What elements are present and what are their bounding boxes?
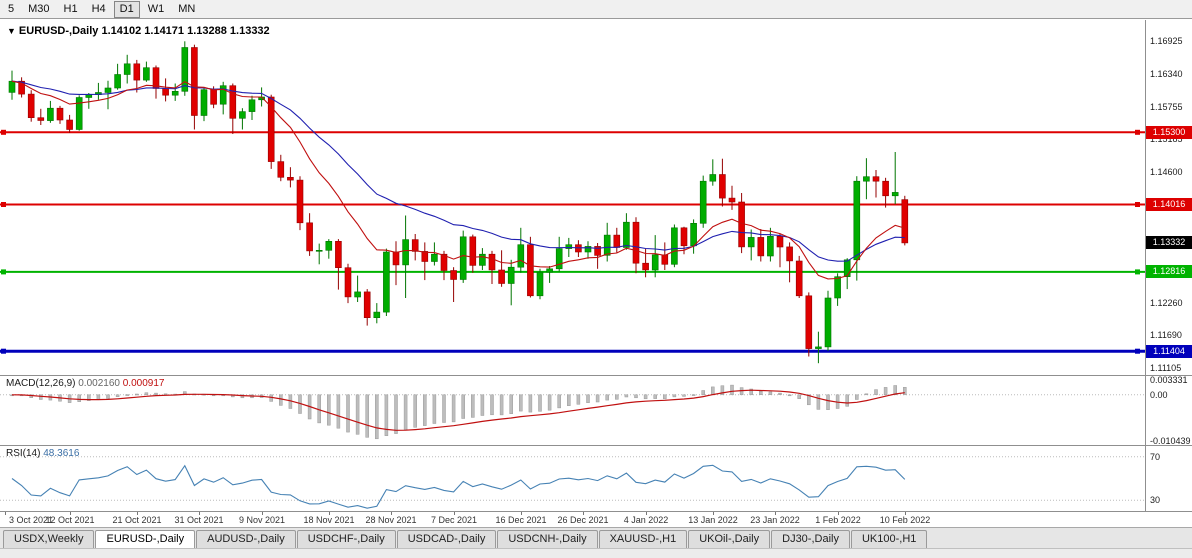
macd-indicator-label: MACD(12,26,9) 0.002160 0.000917 xyxy=(6,378,164,389)
chart-tab-uk100-h1[interactable]: UK100-,H1 xyxy=(850,530,928,548)
date-tick xyxy=(905,512,906,515)
date-tick xyxy=(70,512,71,515)
chart-title: ▼ EURUSD-,Daily 1.14102 1.14171 1.13288 1… xyxy=(7,25,270,37)
chart-tab-dj30-daily[interactable]: DJ30-,Daily xyxy=(771,530,850,548)
macd-axis-label: 0.003331 xyxy=(1150,375,1188,385)
price-axis-label: 1.16925 xyxy=(1150,36,1183,47)
timeframe-button-m30[interactable]: M30 xyxy=(28,2,50,15)
date-label: 3 Oct 2021 xyxy=(8,515,54,525)
macd-plot[interactable] xyxy=(0,376,1145,445)
chart-ohlc-values: 1.14102 1.14171 1.13288 1.13332 xyxy=(101,25,270,37)
date-tick xyxy=(646,512,647,515)
chart-tab-ukoil-daily[interactable]: UKOil-,Daily xyxy=(688,530,771,548)
price-axis-label: 1.14600 xyxy=(1150,166,1183,177)
date-tick xyxy=(199,512,200,515)
macd-signal-value: 0.000917 xyxy=(122,378,165,389)
date-label: 28 Nov 2021 xyxy=(365,515,417,525)
rsi-axis-label: 30 xyxy=(1150,495,1161,506)
timeframe-button-h4[interactable]: H4 xyxy=(91,2,106,15)
macd-axis-label: -0.010439 xyxy=(1150,436,1191,446)
chart-tab-eurusd-daily[interactable]: EURUSD-,Daily xyxy=(95,530,196,548)
chart-marker-icon: ▼ xyxy=(7,26,16,36)
date-label: 7 Dec 2021 xyxy=(430,515,478,525)
chart-tab-usdcad-daily[interactable]: USDCAD-,Daily xyxy=(396,530,497,548)
date-tick xyxy=(329,512,330,515)
price-line-label: 1.14016 xyxy=(1146,197,1192,211)
chart-tab-usdchf-daily[interactable]: USDCHF-,Daily xyxy=(296,530,396,548)
date-label: 4 Jan 2022 xyxy=(623,515,669,525)
date-label: 31 Oct 2021 xyxy=(174,515,224,525)
date-label: 1 Feb 2022 xyxy=(815,515,861,525)
price-line-label: 1.13332 xyxy=(1146,236,1192,250)
timeframe-button-h1[interactable]: H1 xyxy=(63,2,78,15)
price-axis-label: 1.12260 xyxy=(1150,298,1183,309)
timeframe-toolbar: 5 M30 H1 H4 D1 W1 MN xyxy=(0,0,1192,19)
macd-name: MACD(12,26,9) xyxy=(6,378,76,389)
date-label: 26 Dec 2021 xyxy=(557,515,609,525)
price-axis-border xyxy=(1145,20,1146,511)
price-axis-label: 1.16340 xyxy=(1150,68,1183,79)
date-tick xyxy=(391,512,392,515)
timeframe-button-mn[interactable]: MN xyxy=(178,2,196,15)
date-label: 13 Jan 2022 xyxy=(688,515,738,525)
timeframe-button-d1[interactable]: D1 xyxy=(113,0,140,18)
rsi-axis-label: 70 xyxy=(1150,451,1161,462)
price-line-label: 1.15300 xyxy=(1146,125,1192,139)
date-label: 10 Feb 2022 xyxy=(879,515,931,525)
chart-tab-usdcnh-daily[interactable]: USDCNH-,Daily xyxy=(497,530,598,548)
date-label: 16 Dec 2021 xyxy=(495,515,547,525)
chart-symbol-label: EURUSD-,Daily xyxy=(18,25,99,37)
date-label: 21 Oct 2021 xyxy=(112,515,162,525)
price-line-label: 1.12816 xyxy=(1146,265,1192,279)
panel-separator[interactable] xyxy=(0,445,1192,446)
date-tick xyxy=(5,512,6,515)
date-tick xyxy=(521,512,522,515)
date-tick xyxy=(838,512,839,515)
date-tick xyxy=(775,512,776,515)
date-label: 23 Jan 2022 xyxy=(750,515,800,525)
rsi-value: 48.3616 xyxy=(43,448,80,459)
price-axis-label: 1.11690 xyxy=(1150,330,1182,341)
date-label: 12 Oct 2021 xyxy=(45,515,95,525)
price-line-label: 1.11404 xyxy=(1146,344,1192,358)
price-axis-label: 1.11105 xyxy=(1150,362,1182,373)
chart-tab-usdx-weekly[interactable]: USDX,Weekly xyxy=(3,530,95,548)
macd-value: 0.002160 xyxy=(78,378,120,389)
date-label: 18 Nov 2021 xyxy=(303,515,355,525)
chart-tab-xauusd-h1[interactable]: XAUUSD-,H1 xyxy=(598,530,688,548)
window-bottom-strip xyxy=(0,548,1192,558)
timeframe-button-5[interactable]: 5 xyxy=(8,2,15,15)
date-tick xyxy=(137,512,138,515)
panel-separator[interactable] xyxy=(0,375,1192,376)
rsi-indicator-label: RSI(14) 48.3616 xyxy=(6,448,79,459)
rsi-name: RSI(14) xyxy=(6,448,41,459)
rsi-plot[interactable] xyxy=(0,446,1145,511)
timeframe-button-w1[interactable]: W1 xyxy=(147,2,165,15)
date-tick xyxy=(713,512,714,515)
date-label: 9 Nov 2021 xyxy=(238,515,286,525)
price-chart-plot[interactable] xyxy=(0,20,1145,375)
macd-axis-label: 0.00 xyxy=(1150,389,1168,400)
chart-tab-audusd-daily[interactable]: AUDUSD-,Daily xyxy=(196,530,296,548)
date-tick xyxy=(454,512,455,515)
chart-tab-bar: USDX,Weekly EURUSD-,Daily AUDUSD-,Daily USD… xyxy=(0,527,1192,548)
price-axis-label: 1.15755 xyxy=(1150,101,1183,112)
date-tick xyxy=(583,512,584,515)
date-tick xyxy=(262,512,263,515)
panel-separator xyxy=(0,511,1192,512)
date-axis[interactable]: 3 Oct 2021 12 Oct 2021 21 Oct 2021 31 Oct 2… xyxy=(0,512,1145,527)
